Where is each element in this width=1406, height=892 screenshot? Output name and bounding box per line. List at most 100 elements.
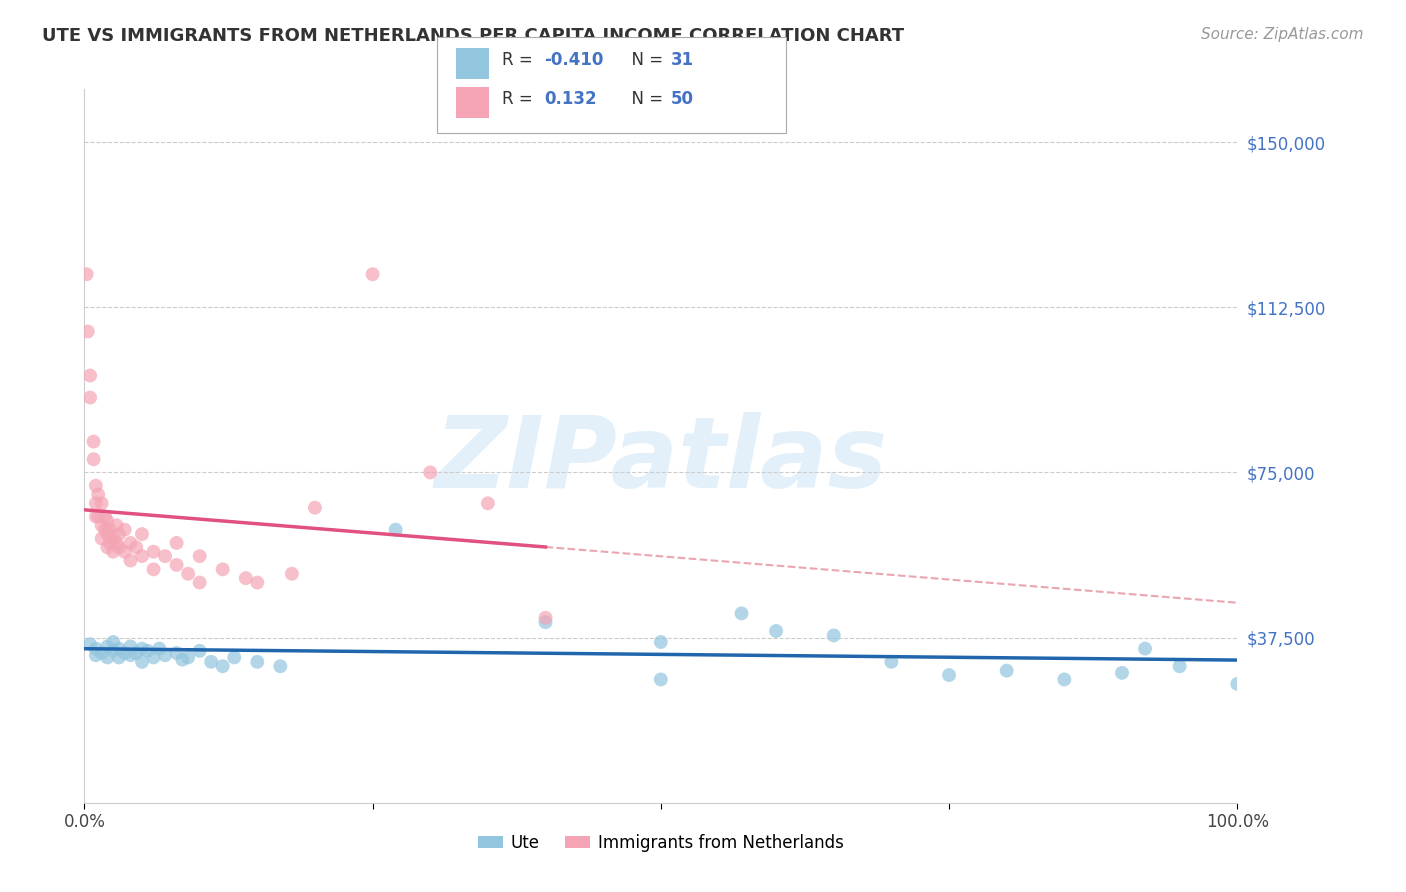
Point xyxy=(188,575,211,590)
Point xyxy=(142,562,165,576)
Point xyxy=(765,624,787,638)
Point xyxy=(166,536,188,550)
Point xyxy=(650,673,672,687)
Point xyxy=(96,650,118,665)
Point xyxy=(1133,641,1156,656)
Point xyxy=(125,541,148,555)
Text: 50: 50 xyxy=(671,90,693,108)
Text: R =: R = xyxy=(502,90,538,108)
Point xyxy=(477,496,499,510)
Point xyxy=(120,648,142,663)
Point xyxy=(177,650,200,665)
Point xyxy=(84,478,107,492)
Point xyxy=(880,655,903,669)
Point xyxy=(120,536,142,550)
Point xyxy=(108,527,131,541)
Point xyxy=(188,644,211,658)
Point xyxy=(269,659,291,673)
Point xyxy=(84,641,107,656)
Point xyxy=(108,541,131,555)
Point xyxy=(131,527,153,541)
Point xyxy=(114,545,136,559)
Point xyxy=(76,325,98,339)
Text: R =: R = xyxy=(502,51,538,69)
Point xyxy=(84,496,107,510)
Point xyxy=(114,646,136,660)
Point xyxy=(131,641,153,656)
Point xyxy=(384,523,406,537)
Point xyxy=(650,635,672,649)
Point xyxy=(177,566,200,581)
Point xyxy=(87,487,110,501)
Point xyxy=(730,607,752,621)
Point xyxy=(90,496,112,510)
Point xyxy=(84,509,107,524)
Text: -0.410: -0.410 xyxy=(544,51,603,69)
Point xyxy=(235,571,257,585)
Text: 31: 31 xyxy=(671,51,693,69)
Point xyxy=(96,514,118,528)
Point xyxy=(96,640,118,654)
Point xyxy=(94,523,117,537)
Text: 0.132: 0.132 xyxy=(544,90,596,108)
Point xyxy=(98,536,121,550)
Point xyxy=(142,650,165,665)
Point xyxy=(103,644,124,658)
Point xyxy=(995,664,1018,678)
Point xyxy=(166,558,188,572)
Point xyxy=(1053,673,1076,687)
Text: UTE VS IMMIGRANTS FROM NETHERLANDS PER CAPITA INCOME CORRELATION CHART: UTE VS IMMIGRANTS FROM NETHERLANDS PER C… xyxy=(42,27,904,45)
Text: Source: ZipAtlas.com: Source: ZipAtlas.com xyxy=(1201,27,1364,42)
Legend: Ute, Immigrants from Netherlands: Ute, Immigrants from Netherlands xyxy=(471,828,851,859)
Point xyxy=(148,641,170,656)
Point xyxy=(120,553,142,567)
Text: N =: N = xyxy=(621,90,669,108)
Point xyxy=(1111,665,1133,680)
Point xyxy=(79,368,101,383)
Point xyxy=(211,659,233,673)
Text: N =: N = xyxy=(621,51,669,69)
Point xyxy=(125,646,148,660)
Point xyxy=(1168,659,1191,673)
Point xyxy=(224,650,246,665)
Point xyxy=(108,650,131,665)
Point xyxy=(1226,677,1249,691)
Point xyxy=(103,545,124,559)
Point xyxy=(534,611,557,625)
Point xyxy=(108,641,131,656)
Point xyxy=(76,267,98,281)
Point xyxy=(83,434,105,449)
Point xyxy=(90,518,112,533)
Point xyxy=(200,655,222,669)
Point xyxy=(105,536,128,550)
Point xyxy=(211,562,233,576)
Point xyxy=(98,523,121,537)
Point xyxy=(114,523,136,537)
Point xyxy=(153,648,176,663)
Point xyxy=(105,518,128,533)
Point xyxy=(120,640,142,654)
Point xyxy=(131,549,153,563)
Point xyxy=(534,615,557,630)
Point xyxy=(136,644,159,658)
Point xyxy=(153,549,176,563)
Point xyxy=(419,466,441,480)
Point xyxy=(96,527,118,541)
Point xyxy=(246,655,269,669)
Point xyxy=(281,566,304,581)
Point xyxy=(103,532,124,546)
Point xyxy=(246,575,269,590)
Point xyxy=(938,668,960,682)
Point xyxy=(90,646,112,660)
Point xyxy=(84,648,107,663)
Point xyxy=(823,628,845,642)
Text: ZIPatlas: ZIPatlas xyxy=(434,412,887,508)
Point xyxy=(304,500,326,515)
Point xyxy=(87,509,110,524)
Point xyxy=(142,545,165,559)
Point xyxy=(361,267,384,281)
Point xyxy=(79,637,101,651)
Point xyxy=(188,549,211,563)
Point xyxy=(166,646,188,660)
Point xyxy=(172,653,194,667)
